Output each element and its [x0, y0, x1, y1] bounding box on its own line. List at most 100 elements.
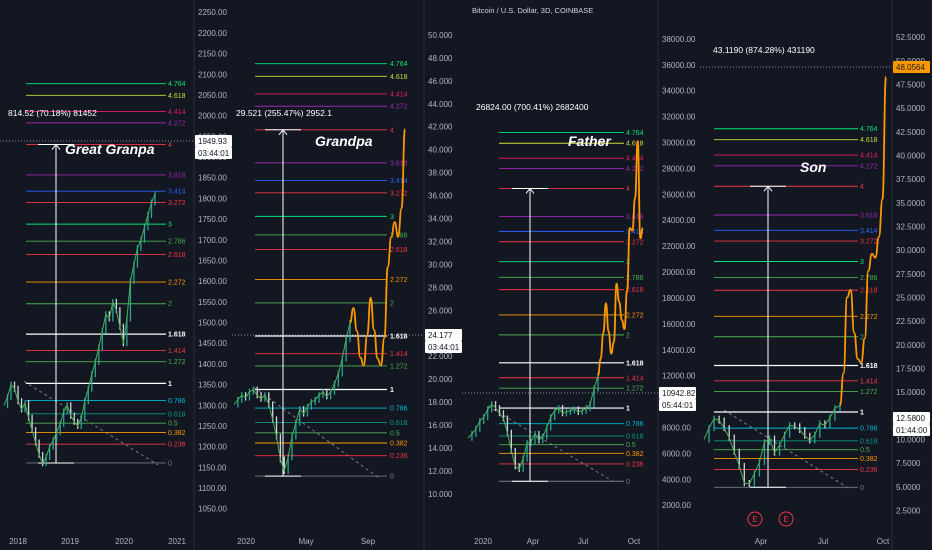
y-tick-label: 1700.00 — [198, 236, 227, 245]
y-tick-label: 1350.00 — [198, 381, 227, 390]
fib-level-label: 2 — [390, 300, 394, 307]
fib-level-label: 0.786 — [390, 406, 408, 413]
fib-level-label: 4.618 — [860, 137, 878, 144]
event-marker-label: E — [752, 515, 757, 524]
fib-level-label: 1.272 — [860, 389, 878, 396]
price-tag: 1949.93 — [195, 135, 232, 147]
fib-level-label: 2.618 — [168, 252, 186, 259]
fib-level-label: 3.618 — [168, 172, 186, 179]
y-tick-label: 16.000 — [428, 421, 453, 430]
fib-level-label: 2.786 — [626, 275, 644, 282]
y-tick-label: 12000.00 — [662, 372, 696, 381]
pane-title: Great Granpa — [65, 141, 155, 157]
y-tick-label: 32.000 — [428, 237, 453, 246]
y-tick-label: 1300.00 — [198, 401, 227, 410]
y-tick-label: 36.000 — [428, 192, 453, 201]
fib-level-label: 1.414 — [626, 375, 644, 382]
y-tick-label: 5.0000 — [896, 483, 921, 492]
y-tick-label: 18.000 — [428, 398, 453, 407]
fib-level-label: 0.786 — [168, 398, 186, 405]
fib-level-label: 4.764 — [168, 81, 186, 88]
fib-level-label: 2.618 — [390, 247, 408, 254]
y-tick-label: 22.000 — [428, 352, 453, 361]
y-tick-label: 2050.00 — [198, 91, 227, 100]
fib-level-label: 3.272 — [168, 200, 186, 207]
x-tick-label: Apr — [527, 537, 540, 546]
fib-level-label: 0.618 — [860, 438, 878, 445]
event-marker[interactable] — [747, 511, 763, 527]
price-tag-value: 48.0564 — [896, 63, 925, 72]
fib-level-label: 4.764 — [626, 130, 644, 137]
y-tick-label: 28.000 — [428, 283, 453, 292]
event-marker[interactable] — [778, 511, 794, 527]
price-tag-value: 10942.82 — [662, 389, 696, 398]
y-tick-label: 38000.00 — [662, 35, 696, 44]
price-tag-value: 24.177 — [428, 331, 453, 340]
fib-level-label: 2.272 — [626, 312, 644, 319]
countdown-box — [195, 147, 232, 159]
y-tick-label: 2150.00 — [198, 50, 227, 59]
pane-title: Grandpa — [315, 133, 373, 149]
y-tick-label: 46.000 — [428, 77, 453, 86]
fib-level-label: 4.414 — [626, 156, 644, 163]
fib-level-label: 0.236 — [860, 467, 878, 474]
symbol-header: Bitcoin / U.S. Dollar, 3D, COINBASE — [472, 6, 593, 15]
y-tick-label: 1400.00 — [198, 360, 227, 369]
fib-level-label: 0.5 — [390, 430, 400, 437]
countdown-value: 01:44:00 — [896, 426, 928, 435]
y-tick-label: 1500.00 — [198, 319, 227, 328]
y-tick-label: 48.000 — [428, 54, 453, 63]
price-series — [3, 194, 156, 465]
fib-level-label: 3.272 — [390, 190, 408, 197]
fib-level-label: 3.414 — [626, 229, 644, 236]
fib-level-label: 0.786 — [860, 426, 878, 433]
fib-level-label: 3 — [390, 214, 394, 221]
y-tick-label: 50.000 — [428, 31, 453, 40]
price-series — [467, 375, 599, 470]
fib-level-label: 2.786 — [860, 275, 878, 282]
fib-level-label: 1.618 — [860, 363, 878, 370]
y-tick-label: 1750.00 — [198, 215, 227, 224]
range-label: 26824.00 (700.41%) 2682400 — [476, 102, 589, 112]
y-tick-label: 34.000 — [428, 215, 453, 224]
y-tick-label: 2200.00 — [198, 29, 227, 38]
y-tick-label: 47.5000 — [896, 80, 925, 89]
y-tick-label: 22000.00 — [662, 242, 696, 251]
range-label: 29.521 (255.47%) 2952.1 — [236, 108, 332, 118]
fib-level-label: 0.236 — [168, 442, 186, 449]
y-tick-label: 40.000 — [428, 146, 453, 155]
projection-path — [349, 128, 406, 367]
y-tick-label: 1450.00 — [198, 339, 227, 348]
y-tick-label: 42.000 — [428, 123, 453, 132]
fib-level-label: 4 — [626, 186, 630, 193]
fib-level-label: 4.414 — [390, 91, 408, 98]
fib-level-label: 1.414 — [860, 378, 878, 385]
fib-level-label: 1.618 — [168, 332, 186, 339]
fib-level-label: 1.414 — [168, 348, 186, 355]
fib-level-label: 4.272 — [168, 120, 186, 127]
fib-level-label: 0.382 — [626, 451, 644, 458]
fib-level-label: 3.414 — [168, 189, 186, 196]
range-label: 43.1190 (874.28%) 431190 — [713, 45, 815, 55]
y-tick-label: 1550.00 — [198, 298, 227, 307]
pane-title: Son — [800, 159, 826, 175]
event-marker-label: E — [783, 515, 788, 524]
price-tag-value: 1949.93 — [198, 137, 227, 146]
fib-level-label: 0 — [390, 474, 394, 481]
y-tick-label: 1050.00 — [198, 505, 227, 514]
fib-level-label: 1.618 — [390, 334, 408, 341]
fib-level-label: 4.618 — [626, 141, 644, 148]
fib-level-label: 2.618 — [626, 287, 644, 294]
fib-level-label: 4.764 — [860, 126, 878, 133]
y-tick-label: 25.0000 — [896, 293, 925, 302]
y-tick-label: 1850.00 — [198, 174, 227, 183]
price-tag: 10942.82 — [659, 387, 696, 399]
y-tick-label: 44.000 — [428, 100, 453, 109]
price-tag-box — [659, 387, 696, 399]
chart-pane-4: 52.500050.000047.500045.000042.500040.00… — [700, 0, 930, 550]
y-tick-label: 30.000 — [428, 260, 453, 269]
fib-level-label: 3.272 — [626, 239, 644, 246]
y-tick-label: 45.0000 — [896, 104, 925, 113]
y-tick-label: 36000.00 — [662, 61, 696, 70]
